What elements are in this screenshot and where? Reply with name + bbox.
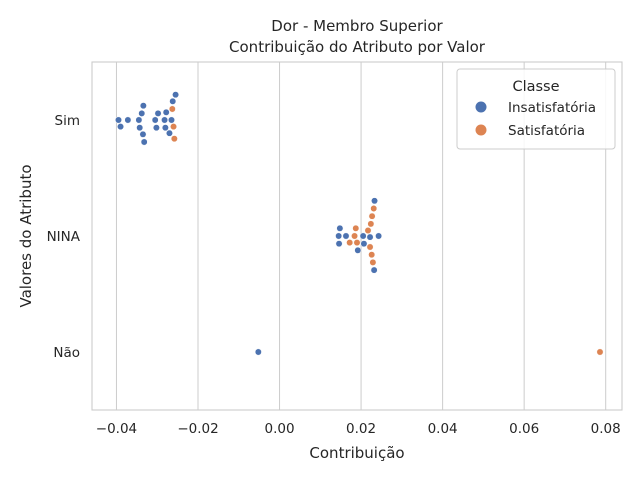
- data-point: [360, 240, 368, 248]
- data-points: [115, 91, 604, 356]
- legend-box: [456, 68, 616, 150]
- chart-subtitle: Contribuição do Atributo por Valor: [229, 38, 486, 56]
- data-point: [371, 197, 378, 205]
- data-point: [154, 109, 162, 117]
- x-tick-labels: −0.04 −0.02 0.00 0.02 0.04 0.06 0.08: [96, 421, 621, 437]
- data-point: [170, 123, 177, 131]
- data-point: [151, 116, 159, 124]
- data-point: [135, 116, 143, 124]
- data-point: [170, 135, 178, 143]
- y-tick-label: Não: [53, 345, 80, 361]
- data-point: [115, 116, 122, 124]
- data-point: [366, 243, 374, 251]
- data-point: [370, 266, 378, 274]
- y-tick-labels: Sim NINA Não: [47, 113, 81, 361]
- data-point: [366, 233, 374, 241]
- y-tick-label: NINA: [47, 229, 81, 245]
- plot-frame: [91, 61, 623, 411]
- data-point: [161, 116, 169, 124]
- x-tick-label: 0.00: [265, 421, 295, 437]
- data-point: [124, 116, 132, 124]
- y-axis-label: Valores do Atributo: [17, 164, 35, 307]
- data-point: [136, 124, 144, 132]
- data-point: [117, 123, 124, 131]
- data-point: [353, 239, 361, 247]
- data-point: [354, 246, 362, 254]
- data-point: [370, 205, 378, 212]
- data-point: [152, 124, 160, 132]
- data-point: [368, 251, 376, 259]
- x-tick-label: −0.02: [177, 421, 218, 437]
- x-tick-label: 0.06: [509, 421, 539, 437]
- data-point: [342, 232, 350, 240]
- x-axis-label: Contribuição: [309, 444, 404, 462]
- data-point: [172, 91, 180, 99]
- data-point: [369, 258, 377, 266]
- data-point: [346, 239, 354, 247]
- legend-marker-satisfatoria: [475, 124, 487, 136]
- data-point: [368, 212, 376, 220]
- legend-title: Classe: [512, 79, 559, 95]
- data-point: [359, 232, 367, 240]
- data-point: [351, 232, 359, 240]
- x-tick-label: 0.08: [591, 421, 621, 437]
- data-point: [254, 348, 262, 356]
- data-point: [596, 348, 604, 356]
- data-point: [336, 224, 344, 232]
- data-point: [162, 108, 170, 116]
- data-point: [166, 129, 173, 137]
- data-point: [168, 116, 175, 124]
- chart-title: Dor - Membro Superior: [271, 17, 443, 35]
- data-point: [335, 240, 343, 248]
- x-tick-label: 0.02: [346, 421, 376, 437]
- x-tick-label: −0.04: [96, 421, 137, 437]
- data-point: [169, 97, 177, 105]
- data-point: [161, 124, 169, 132]
- x-tick-label: 0.04: [428, 421, 458, 437]
- data-point: [168, 105, 176, 113]
- data-point: [335, 232, 343, 240]
- legend-label-insatisfatoria: Insatisfatória: [508, 100, 596, 116]
- data-point: [364, 227, 372, 234]
- data-point: [352, 224, 360, 232]
- data-point: [139, 102, 147, 110]
- legend: Classe Insatisfatória Satisfatória: [456, 68, 616, 150]
- data-point: [367, 220, 375, 228]
- data-point: [138, 109, 146, 117]
- data-point: [139, 130, 147, 138]
- legend-label-satisfatoria: Satisfatória: [508, 123, 585, 139]
- legend-marker-insatisfatoria: [475, 101, 487, 113]
- data-point: [140, 138, 148, 146]
- data-point: [375, 232, 383, 240]
- y-tick-label: Sim: [55, 113, 80, 129]
